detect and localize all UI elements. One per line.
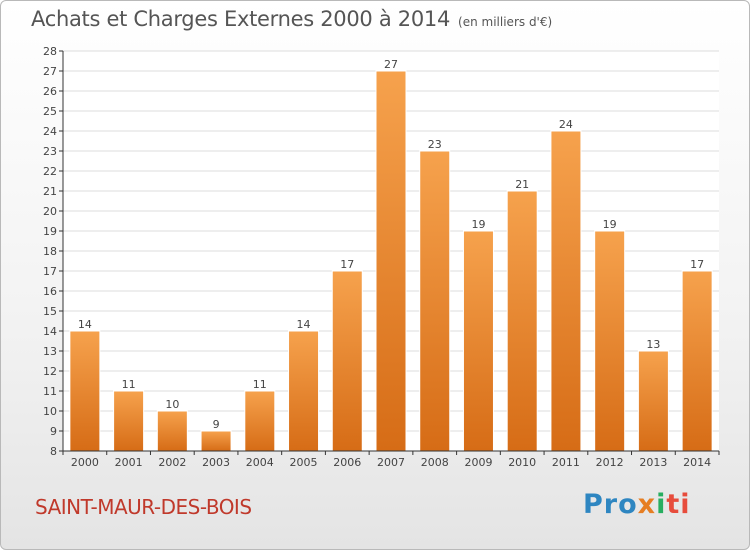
y-tick-label: 9 [50, 425, 57, 438]
bar [419, 150, 451, 452]
chart-title: Achats et Charges Externes 2000 à 2014 (e… [31, 7, 552, 31]
y-tick-label: 12 [43, 365, 57, 378]
x-tick-label: 2014 [683, 456, 711, 469]
data-label: 23 [428, 138, 442, 151]
y-tick-label: 27 [43, 65, 57, 78]
y-tick-label: 22 [43, 165, 57, 178]
x-tick-label: 2013 [639, 456, 667, 469]
x-tick-label: 2005 [290, 456, 318, 469]
y-tick-label: 18 [43, 245, 57, 258]
y-tick-label: 15 [43, 305, 57, 318]
y-tick-label: 13 [43, 345, 57, 358]
y-tick-label: 17 [43, 265, 57, 278]
bar [244, 390, 276, 452]
bar [462, 230, 494, 452]
data-label: 17 [690, 258, 704, 271]
x-tick-label: 2012 [596, 456, 624, 469]
bar [288, 330, 320, 452]
brand-logo: Proxiti [583, 489, 691, 520]
bar [637, 350, 669, 452]
bar [594, 230, 626, 452]
bar [156, 410, 188, 452]
x-tick-label: 2009 [464, 456, 492, 469]
y-tick-label: 21 [43, 185, 57, 198]
data-label: 11 [122, 378, 136, 391]
x-tick-label: 2003 [202, 456, 230, 469]
x-tick-label: 2007 [377, 456, 405, 469]
data-label: 14 [78, 318, 92, 331]
y-tick-label: 14 [43, 325, 57, 338]
bar [200, 430, 232, 452]
brand-part-2: x [637, 489, 657, 520]
data-label: 19 [603, 218, 617, 231]
y-tick-label: 23 [43, 145, 57, 158]
y-tick-label: 24 [43, 125, 57, 138]
data-label: 19 [471, 218, 485, 231]
bar [69, 330, 101, 452]
data-label: 24 [559, 118, 573, 131]
chart-title-text: Achats et Charges Externes 2000 à 2014 [31, 7, 451, 31]
bar [331, 270, 363, 452]
brand-part-3: i [656, 489, 667, 520]
x-tick-label: 2010 [508, 456, 536, 469]
data-label: 21 [515, 178, 529, 191]
bar [375, 70, 407, 452]
y-tick-label: 25 [43, 105, 57, 118]
x-tick-label: 2001 [115, 456, 143, 469]
bar [506, 190, 538, 452]
x-tick-label: 2000 [71, 456, 99, 469]
data-label: 10 [165, 398, 179, 411]
bar [113, 390, 145, 452]
data-label: 11 [253, 378, 267, 391]
y-tick-label: 10 [43, 405, 57, 418]
brand-part-1: Pro [583, 489, 638, 520]
data-label: 14 [297, 318, 311, 331]
y-tick-label: 8 [50, 445, 57, 458]
bar [681, 270, 713, 452]
brand-part-4: ti [666, 489, 691, 520]
x-tick-label: 2011 [552, 456, 580, 469]
y-tick-label: 28 [43, 45, 57, 58]
y-tick-label: 19 [43, 225, 57, 238]
y-tick-label: 16 [43, 285, 57, 298]
bar [550, 130, 582, 452]
data-label: 17 [340, 258, 354, 271]
x-tick-label: 2006 [333, 456, 361, 469]
data-label: 9 [213, 418, 220, 431]
y-tick-label: 20 [43, 205, 57, 218]
x-tick-label: 2004 [246, 456, 274, 469]
x-tick-label: 2002 [158, 456, 186, 469]
data-label: 13 [646, 338, 660, 351]
y-tick-label: 26 [43, 85, 57, 98]
commune-name: SAINT-MAUR-DES-BOIS [35, 495, 252, 519]
data-label: 27 [384, 58, 398, 71]
x-tick-label: 2008 [421, 456, 449, 469]
y-tick-label: 11 [43, 385, 57, 398]
chart-subtitle: (en milliers d'€) [458, 15, 553, 29]
